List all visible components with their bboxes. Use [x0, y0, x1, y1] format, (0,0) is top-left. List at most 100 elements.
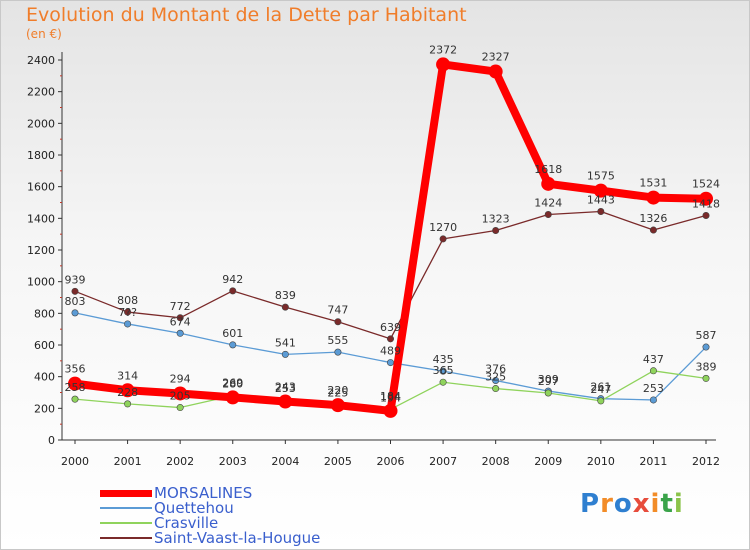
data-label: 228 — [117, 386, 138, 399]
data-label: 437 — [643, 353, 664, 366]
data-label: 194 — [380, 391, 401, 404]
y-tick-label: 0 — [48, 434, 55, 447]
y-tick-label: 1800 — [27, 149, 55, 162]
logo-letter: x — [632, 489, 651, 519]
data-label: 808 — [117, 294, 138, 307]
series-saint-vaast-la-hougue — [71, 208, 710, 343]
line-chart: 0 200 400 600 800 1000 1200 1400 1600 1800 2000 220… — [27, 43, 720, 468]
y-tick-label: 2000 — [27, 117, 55, 130]
data-point — [699, 191, 713, 206]
data-label: 435 — [433, 353, 454, 366]
data-label: 1326 — [639, 212, 667, 225]
data-label: 489 — [380, 345, 401, 358]
data-label: 555 — [327, 334, 348, 347]
x-tick-label: 2008 — [482, 455, 510, 468]
data-label: 1575 — [587, 170, 615, 183]
proxiti-logo: Proxiti — [580, 489, 684, 519]
data-label: 747 — [327, 304, 348, 317]
x-tick-label: 2005 — [324, 455, 352, 468]
data-point — [702, 343, 710, 351]
x-tick-label: 2009 — [534, 455, 562, 468]
legend-swatch — [100, 507, 152, 509]
x-tick-label: 2004 — [271, 455, 299, 468]
data-label: 325 — [485, 371, 506, 384]
legend-label: Saint-Vaast-la-Hougue — [154, 529, 321, 547]
data-point — [383, 403, 398, 418]
data-point — [702, 211, 710, 219]
logo-letter: r — [600, 489, 614, 519]
data-point — [124, 400, 132, 408]
logo-letter: t — [660, 489, 674, 519]
data-point — [541, 176, 556, 191]
data-label: 674 — [170, 315, 191, 328]
data-point — [120, 383, 135, 398]
data-label: 253 — [275, 382, 296, 395]
data-point — [334, 348, 342, 356]
legend-swatch — [100, 522, 152, 524]
data-label: 601 — [222, 327, 243, 340]
data-point — [330, 398, 345, 413]
chart-subtitle: (en €) — [26, 27, 62, 41]
data-point — [492, 385, 500, 393]
data-point — [439, 367, 447, 375]
logo-letter: i — [673, 489, 684, 519]
legend-label: MORSALINES — [154, 484, 253, 502]
data-label: 184 — [380, 390, 401, 403]
data-point — [649, 367, 657, 375]
data-label: 639 — [380, 321, 401, 334]
data-point — [173, 386, 188, 401]
data-label: 1270 — [429, 221, 457, 234]
logo-letter: o — [613, 489, 633, 519]
data-point — [71, 287, 79, 295]
data-point — [439, 235, 447, 243]
data-label: 247 — [590, 383, 611, 396]
data-point — [176, 329, 184, 337]
data-point — [492, 227, 500, 235]
data-label: 772 — [170, 300, 191, 313]
data-point — [702, 374, 710, 382]
x-tick-label: 2010 — [587, 455, 615, 468]
y-tick-label: 2200 — [27, 86, 55, 99]
data-label: 225 — [327, 386, 348, 399]
data-point — [593, 183, 608, 198]
x-tick-label: 2001 — [114, 455, 142, 468]
data-point — [124, 308, 132, 316]
data-label: 1323 — [482, 213, 510, 226]
x-tick-label: 2002 — [166, 455, 194, 468]
y-tick-label: 800 — [34, 307, 55, 320]
data-label: 365 — [433, 364, 454, 377]
data-label: 314 — [117, 369, 138, 382]
data-point — [597, 397, 605, 405]
data-label: 1424 — [534, 197, 562, 210]
data-point — [649, 396, 657, 404]
data-point — [544, 389, 552, 397]
data-label: 2372 — [429, 43, 457, 56]
data-label: 261 — [590, 381, 611, 394]
data-label: 939 — [65, 273, 86, 286]
data-point — [68, 376, 82, 391]
data-label: 205 — [170, 390, 191, 403]
data-point — [281, 303, 289, 311]
data-point — [649, 226, 657, 234]
y-tick-label: 1400 — [27, 212, 55, 225]
data-point — [71, 395, 79, 403]
y-tick-label: 600 — [34, 339, 55, 352]
data-point — [176, 404, 184, 412]
x-tick-label: 2012 — [692, 455, 720, 468]
x-tick-label: 2000 — [61, 455, 89, 468]
data-label: 1443 — [587, 194, 615, 207]
x-tick-label: 2006 — [377, 455, 405, 468]
data-label: 1418 — [692, 197, 720, 210]
data-label: 541 — [275, 336, 296, 349]
data-label: 587 — [696, 329, 717, 342]
y-tick-label: 400 — [34, 371, 55, 384]
data-point — [229, 287, 237, 295]
data-label: 356 — [65, 363, 86, 376]
data-point — [229, 341, 237, 349]
legend-label: Crasville — [154, 514, 219, 532]
logo-letter: i — [650, 489, 661, 519]
y-tick-label: 1000 — [27, 276, 55, 289]
data-point — [386, 335, 394, 343]
y-tick-label: 1600 — [27, 181, 55, 194]
